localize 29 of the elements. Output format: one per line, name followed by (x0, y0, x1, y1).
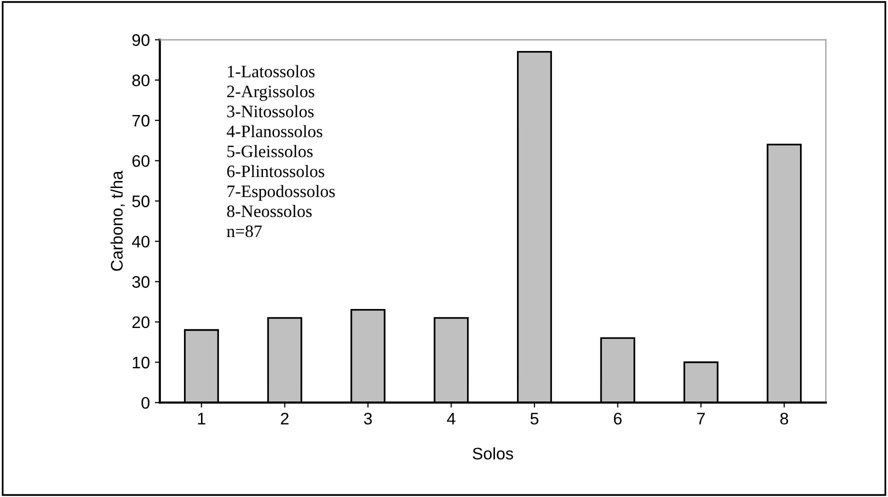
y-tick-label: 40 (132, 236, 150, 248)
x-axis-title: Solos (472, 447, 514, 460)
annotation: 6-Plintossolos (227, 165, 324, 178)
y-tick-label: 80 (132, 74, 150, 86)
x-tick-label: 5 (530, 412, 538, 425)
annotation: n=87 (226, 225, 262, 238)
x-tick-label: 4 (446, 412, 456, 424)
annotation: 1-Latossolos (228, 65, 315, 78)
y-tick-label: 10 (132, 356, 150, 368)
annotation: 2-Argissolos (227, 85, 314, 101)
y-tick-label: 70 (132, 114, 150, 127)
y-tick-label: 20 (132, 316, 150, 328)
x-tick-label: 8 (780, 412, 788, 425)
annotation: 5-Gleissolos (227, 145, 313, 158)
x-tick-label: 3 (364, 412, 372, 425)
y-tick-label: 30 (132, 276, 150, 288)
x-tick-label: 7 (697, 412, 705, 424)
annotation: 4-Planossolos (226, 125, 322, 138)
x-tick-label: 2 (280, 412, 289, 424)
annotation: 8-Neossolos (227, 204, 312, 218)
y-tick-label: 90 (132, 34, 150, 46)
x-tick-label: 6 (614, 412, 622, 425)
annotation: 3-Nitossolos (227, 105, 314, 118)
y-tick-label: 50 (132, 195, 150, 208)
y-axis-title: Carbono, t/ha (110, 170, 125, 271)
y-tick-label: 60 (132, 155, 150, 167)
y-tick-label: 0 (142, 396, 150, 409)
annotation: 7-Espodossolos (228, 184, 335, 201)
x-tick-label: 1 (198, 412, 206, 424)
